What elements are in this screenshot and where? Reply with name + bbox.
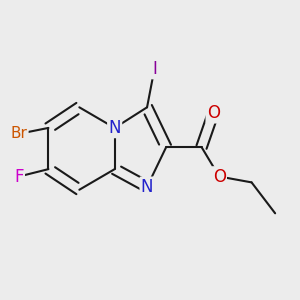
Text: N: N [141,178,153,196]
Text: O: O [207,104,220,122]
Text: O: O [213,167,226,185]
Text: F: F [14,167,24,185]
Text: I: I [152,60,157,78]
Text: Br: Br [11,126,27,141]
Text: N: N [108,119,121,137]
